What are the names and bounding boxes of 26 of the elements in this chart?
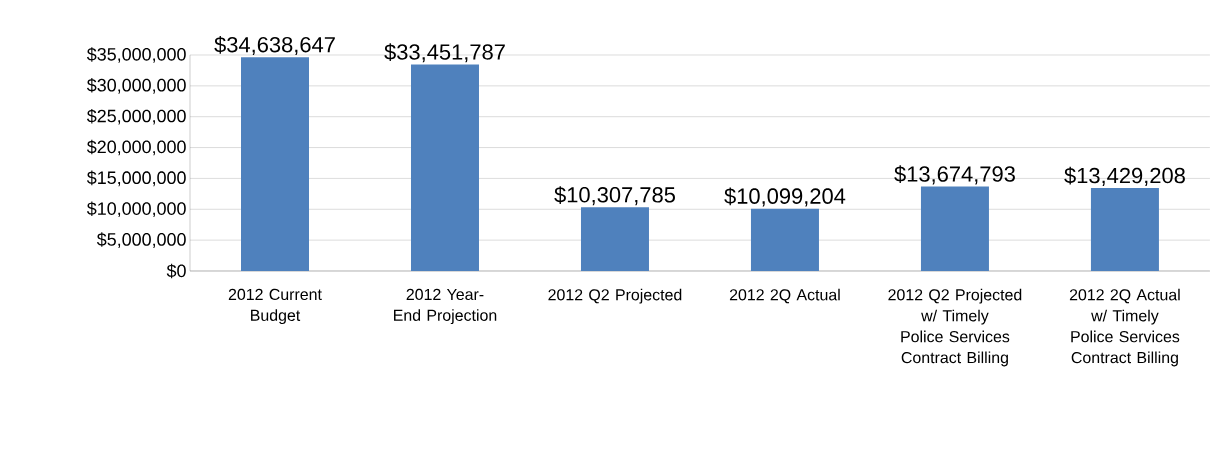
y-tick-label: $0 [166,263,186,279]
y-tick-label: $10,000,000 [86,201,186,218]
y-tick-label: $15,000,000 [86,170,186,187]
data-label: $10,099,204 [724,187,846,207]
x-tick-label: 2012 Q2 Projected [548,288,682,304]
y-tick-label: $35,000,000 [86,47,186,63]
x-tick-label: 2012 Year-End Projection [394,288,497,325]
bar [920,186,989,271]
y-tick-label: $25,000,000 [86,108,186,125]
data-label: $13,429,208 [1064,166,1185,186]
x-tick-label: 2012 Q2 Projected w/ Timely Police Services Contract Billing [888,288,1022,367]
x-tick-label: 2012 2Q Actual [729,288,840,304]
bar [1090,188,1159,271]
bar [750,208,819,271]
x-tick-label: 2012 2Q Actual w/ Timely Police Services Contract Billing [1069,288,1180,367]
bar [580,207,649,271]
data-label: $33,451,787 [384,43,505,63]
bar [241,57,309,271]
data-label: $13,674,793 [894,165,1015,185]
y-tick-label: $30,000,000 [86,78,186,94]
data-label: $10,307,785 [554,186,675,206]
bar [410,64,479,271]
x-tick-label: 2012 Current Budget [228,288,322,325]
y-tick-label: $20,000,000 [86,139,186,156]
data-label: $34,638,647 [214,35,335,56]
y-tick-label: $5,000,000 [96,232,186,248]
